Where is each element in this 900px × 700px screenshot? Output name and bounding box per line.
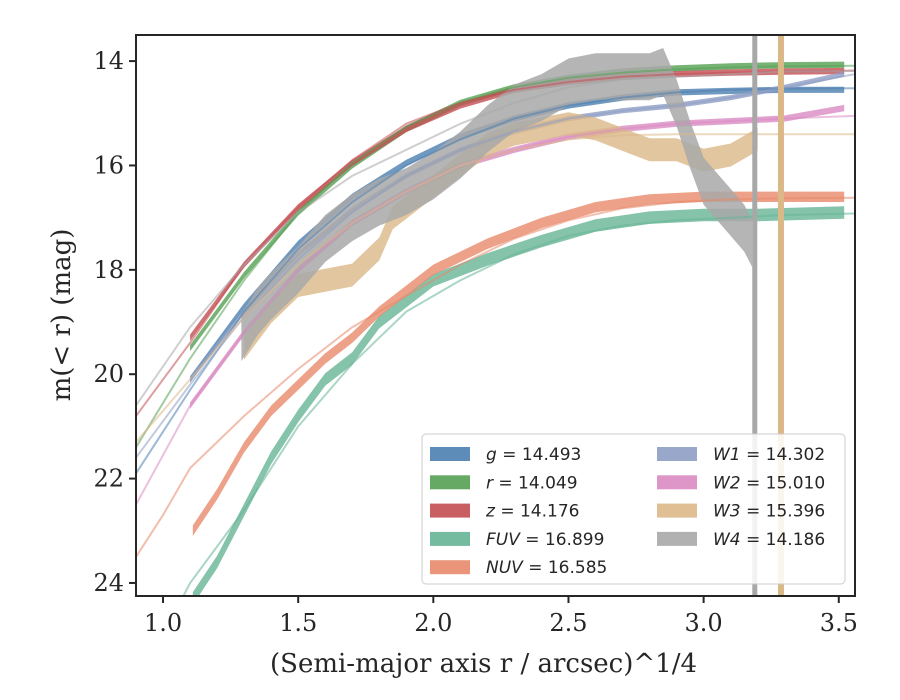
- model-curve-r: [136, 64, 855, 448]
- legend: g = 14.493 r = 14.049 z = 14.176 FUV = 16.8…: [421, 433, 846, 585]
- x-axis-label-main: (Semi-major axis r / arcsec)^1/4: [270, 649, 697, 679]
- legend-label-W4: W4 = 14.186: [713, 530, 825, 550]
- legend-label-W3: W3 = 15.396: [713, 502, 825, 522]
- legend-frame: [421, 433, 846, 585]
- x-axis-label: (Semi-major axis r / arcsec)^1/4: [270, 649, 697, 679]
- legend-swatch-z: [430, 503, 470, 518]
- y-tick-label: 20: [93, 360, 124, 388]
- model-curve-W3: [136, 133, 855, 443]
- legend-swatch-W2: [657, 475, 697, 490]
- legend-label-z: z = 14.176: [485, 502, 579, 522]
- legend-swatch-g: [430, 447, 470, 461]
- legend-label-FUV: FUV = 16.899: [486, 530, 604, 550]
- legend-label-W2: W2 = 15.010: [713, 473, 825, 493]
- legend-label-r: r = 14.049: [486, 473, 578, 493]
- y-axis-label: m(< r) (mag): [47, 229, 77, 402]
- legend-label-NUV: NUV = 16.585: [486, 558, 607, 578]
- y-tick-label: 16: [93, 151, 124, 179]
- x-tick-label: 1.5: [279, 609, 317, 637]
- model-curve-g: [136, 87, 855, 474]
- model-curve-FUV: [182, 212, 855, 596]
- model-curve-NUV: [136, 196, 855, 558]
- band-NUV: [192, 191, 845, 536]
- data-layer: [136, 35, 855, 596]
- legend-swatch-FUV: [430, 531, 470, 546]
- y-tick-label: 24: [93, 569, 124, 597]
- y-tick-label: 14: [93, 47, 124, 75]
- legend-swatch-r: [430, 475, 470, 490]
- x-tick-label: 3.5: [820, 609, 858, 637]
- x-tick-label: 3.0: [685, 609, 723, 637]
- y-tick-label: 22: [93, 465, 124, 493]
- legend-label-g: g = 14.493: [486, 445, 581, 465]
- legend-label-W1: W1 = 14.302: [713, 445, 825, 465]
- spike-W4: [752, 35, 758, 596]
- legend-swatch-W4: [657, 531, 697, 546]
- x-tick-label: 2.5: [549, 609, 587, 637]
- ticks-layer: 1.0 1.5 2.0 2.5 3.0 3.5 14 16 18 20 22 24: [93, 47, 857, 637]
- x-tick-label: 1.0: [144, 609, 182, 637]
- y-tick-label: 18: [93, 256, 124, 284]
- model-curve-W4: [136, 70, 855, 407]
- plot-frame: [135, 34, 856, 597]
- legend-swatch-W3: [657, 503, 697, 518]
- spike-W3: [777, 35, 784, 596]
- legend-swatch-W1: [657, 447, 697, 461]
- legend-swatch-NUV: [430, 560, 470, 575]
- x-tick-label: 2.0: [414, 609, 452, 637]
